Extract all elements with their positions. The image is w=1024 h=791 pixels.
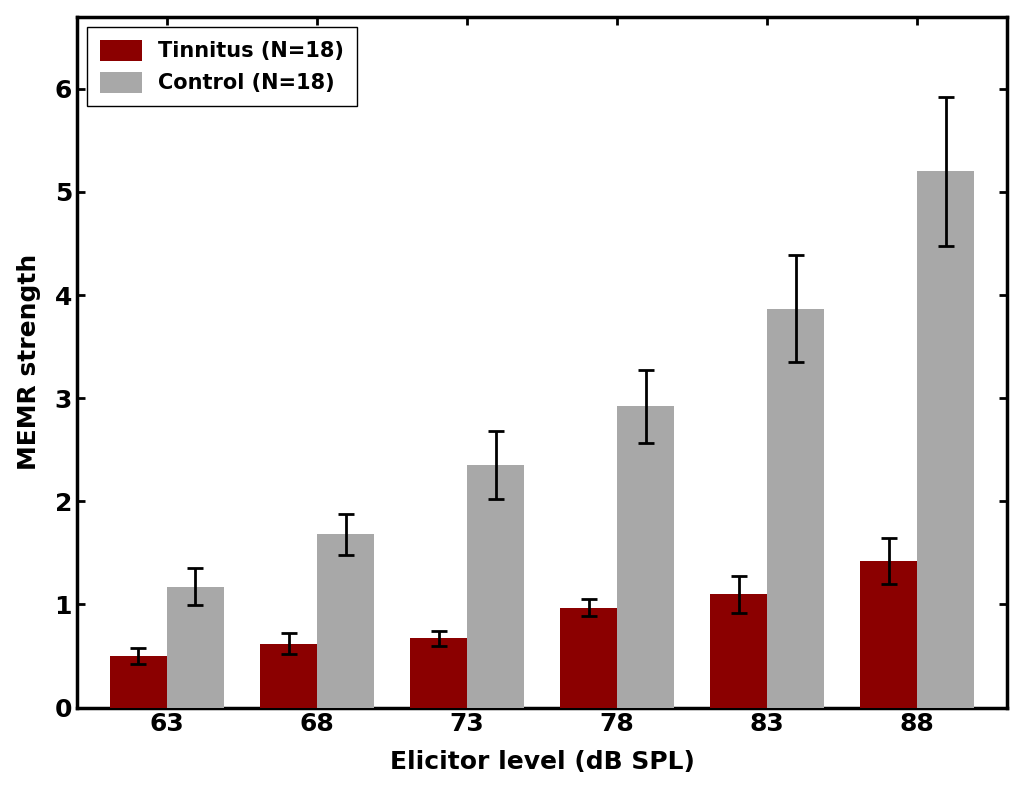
Bar [617, 407, 674, 708]
Bar [260, 644, 317, 708]
Bar [860, 561, 918, 708]
X-axis label: Elicitor level (dB SPL): Elicitor level (dB SPL) [390, 751, 694, 774]
Bar [167, 587, 224, 708]
Bar [711, 594, 767, 708]
Bar [767, 308, 824, 708]
Bar [918, 172, 974, 708]
Bar [110, 656, 167, 708]
Bar [410, 638, 467, 708]
Bar [467, 465, 524, 708]
Bar [317, 535, 374, 708]
Y-axis label: MEMR strength: MEMR strength [16, 254, 41, 471]
Bar [560, 607, 617, 708]
Legend: Tinnitus (N=18), Control (N=18): Tinnitus (N=18), Control (N=18) [87, 27, 356, 106]
